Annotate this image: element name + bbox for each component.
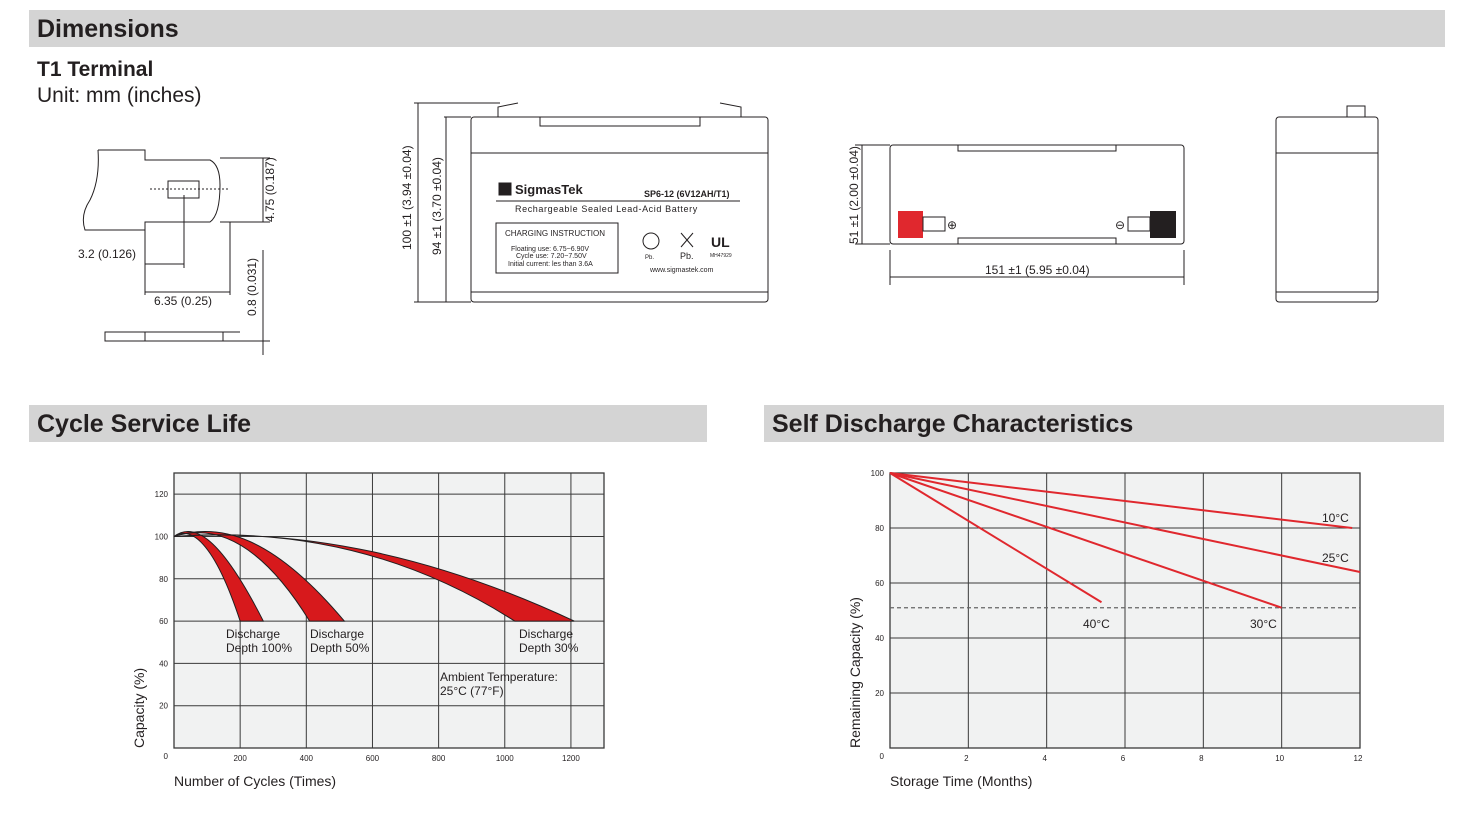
y-tick-label: 120 <box>155 490 169 499</box>
y-tick-label: 0 <box>164 752 169 761</box>
series-label: 25°C <box>1322 551 1349 565</box>
terminal-width-dim: 6.35 (0.25) <box>154 294 212 308</box>
annotation-depth-50: Depth 50% <box>310 641 370 655</box>
terminal-thickness-dim: 0.8 (0.031) <box>245 258 259 316</box>
annotation-ambient: Ambient Temperature: <box>440 670 558 684</box>
label-website: www.sigmastek.com <box>649 267 714 274</box>
annotation-ambient: 25°C (77°F) <box>440 684 504 698</box>
x-tick-label: 8 <box>1199 754 1204 763</box>
y-tick-label: 60 <box>875 579 884 588</box>
top-length-dim: 151 ±1 (5.95 ±0.04) <box>985 263 1090 277</box>
y-axis-label: Remaining Capacity (%) <box>847 597 863 748</box>
series-label: 40°C <box>1083 617 1110 631</box>
y-tick-label: 20 <box>875 689 884 698</box>
charging-current: Initial current: les than 3.6A <box>508 261 593 268</box>
label-type: Rechargeable Sealed Lead-Acid Battery <box>515 204 698 214</box>
charging-title: CHARGING INSTRUCTION <box>505 229 605 238</box>
terminal-title: T1 Terminal <box>37 58 154 81</box>
annotation-depth-100: Depth 100% <box>226 641 292 655</box>
front-height-dim: 100 ±1 (3.94 ±0.04) <box>400 145 414 250</box>
battery-side-view <box>1275 105 1379 303</box>
front-container-dim: 94 ±1 (3.70 ±0.04) <box>430 157 444 255</box>
battery-front-view: 100 ±1 (3.94 ±0.04) 94 ±1 (3.70 ±0.04) S… <box>400 102 769 303</box>
x-tick-label: 4 <box>1042 754 1047 763</box>
minus-icon: ⊖ <box>1115 218 1125 232</box>
dimension-drawings: 4.75 (0.187) 3.2 (0.126) 6.35 (0.25) 0.8… <box>78 102 1379 355</box>
annotation-depth-100: Discharge <box>226 627 280 641</box>
x-tick-label: 2 <box>964 754 969 763</box>
annotation-depth-30: Discharge <box>519 627 573 641</box>
self-discharge-header: Self Discharge Characteristics <box>764 405 1444 442</box>
recycle-icon <box>642 232 660 250</box>
plus-icon: ⊕ <box>947 218 957 232</box>
positive-terminal <box>898 211 923 238</box>
annotation-depth-30: Depth 30% <box>519 641 579 655</box>
x-axis-label: Number of Cycles (Times) <box>174 773 336 789</box>
ul-code: MH47929 <box>710 253 732 259</box>
y-tick-label: 80 <box>159 575 168 584</box>
pb-label-1: Pb. <box>645 255 654 261</box>
x-tick-label: 400 <box>300 754 314 763</box>
label-brand: SigmasTek <box>515 182 583 197</box>
x-tick-label: 600 <box>366 754 380 763</box>
series-label: 30°C <box>1250 617 1277 631</box>
sigma-logo-icon <box>498 182 512 196</box>
y-axis-label: Capacity (%) <box>131 668 147 748</box>
annotation-depth-50: Discharge <box>310 627 364 641</box>
x-tick-label: 800 <box>432 754 446 763</box>
top-width-dim: 51 ±1 (2.00 ±0.04) <box>847 146 861 244</box>
terminal-hole-dim: 3.2 (0.126) <box>78 247 136 261</box>
label-model: SP6-12 (6V12AH/T1) <box>644 189 730 199</box>
x-tick-label: 1200 <box>562 754 580 763</box>
y-tick-label: 20 <box>159 702 168 711</box>
terminal-height-dim: 4.75 (0.187) <box>263 157 277 222</box>
terminal-drawing: 4.75 (0.187) 3.2 (0.126) 6.35 (0.25) 0.8… <box>78 149 277 355</box>
unit-label: Unit: mm (inches) <box>37 84 202 107</box>
ul-mark-icon: UL <box>711 234 730 250</box>
y-tick-label: 80 <box>875 524 884 533</box>
x-tick-label: 10 <box>1275 754 1284 763</box>
battery-top-view: ⊕ ⊖ 51 ±1 (2.00 ±0.04) 151 ±1 (5.95 ±0.0… <box>847 144 1185 285</box>
discharge-line <box>889 472 1103 604</box>
dimensions-header: Dimensions <box>29 10 1445 47</box>
x-tick-label: 200 <box>233 754 247 763</box>
series-label: 10°C <box>1322 511 1349 525</box>
cycle-life-header: Cycle Service Life <box>29 405 707 442</box>
x-tick-label: 1000 <box>496 754 514 763</box>
y-tick-label: 40 <box>159 659 168 668</box>
discharge-line <box>889 472 1353 529</box>
x-tick-label: 12 <box>1354 754 1363 763</box>
crossed-bin-icon <box>680 232 694 248</box>
pb-label-2: Pb. <box>680 251 694 261</box>
discharge-line <box>889 472 1361 573</box>
x-tick-label: 6 <box>1121 754 1126 763</box>
x-axis-label: Storage Time (Months) <box>890 773 1032 789</box>
charging-cycle: Cycle use: 7.20~7.50V <box>516 253 587 260</box>
discharge-line <box>889 472 1282 609</box>
y-tick-label: 40 <box>875 634 884 643</box>
discharge-band-2 <box>173 534 575 622</box>
y-tick-label: 60 <box>159 617 168 626</box>
charging-float: Floating use: 6.75~6.90V <box>511 246 589 253</box>
y-tick-label: 100 <box>871 469 885 478</box>
negative-terminal <box>1150 211 1176 238</box>
y-tick-label: 0 <box>880 752 885 761</box>
y-tick-label: 100 <box>155 532 169 541</box>
